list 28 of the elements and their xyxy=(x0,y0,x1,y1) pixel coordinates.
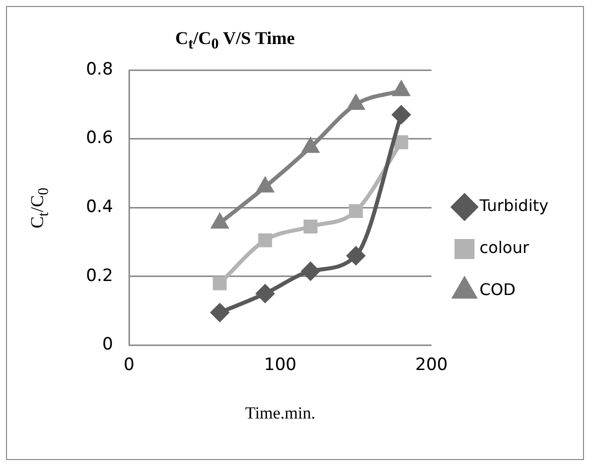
point xyxy=(393,82,410,96)
point xyxy=(212,214,228,229)
point xyxy=(256,284,274,303)
point xyxy=(257,178,274,192)
legend-label: COD xyxy=(480,280,516,300)
point xyxy=(348,204,363,218)
chart-title: C$_{t}$/C$_{0}$ V/S Time xyxy=(174,28,296,54)
point xyxy=(210,304,229,322)
x-tick-label: 100 xyxy=(264,354,296,375)
x-tick-label: 0 xyxy=(124,354,134,375)
legend-label: Turbidity xyxy=(478,196,549,216)
y-tick-label: 0.8 xyxy=(86,59,114,80)
y-tick-label: 0 xyxy=(102,334,114,355)
point xyxy=(258,233,272,248)
x-tick-label: 200 xyxy=(415,354,448,375)
x-axis-title: Time.min. xyxy=(245,403,316,422)
point xyxy=(212,276,227,290)
point xyxy=(394,135,408,150)
point xyxy=(392,106,410,124)
y-tick-label: 0.6 xyxy=(86,128,114,148)
point xyxy=(304,220,318,234)
point xyxy=(302,138,319,153)
point xyxy=(348,95,364,110)
point xyxy=(302,262,320,280)
y-tick-label: 0.4 xyxy=(86,197,114,218)
legend-label: colour xyxy=(480,238,530,258)
point xyxy=(346,246,365,265)
y-tick-label: 0.2 xyxy=(86,266,114,286)
